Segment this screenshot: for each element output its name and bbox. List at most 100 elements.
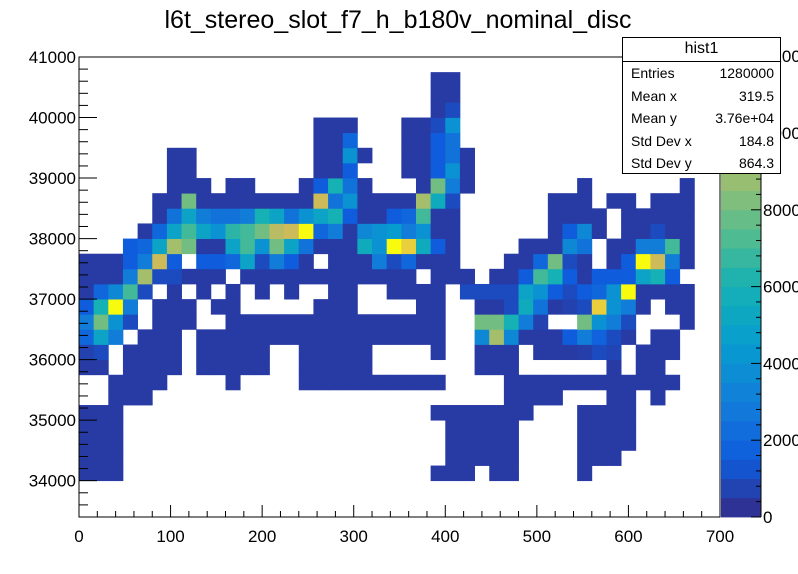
heatmap-cell — [635, 268, 651, 285]
heatmap-cell — [137, 223, 153, 239]
heatmap-cell — [210, 299, 226, 315]
heatmap-cell — [547, 374, 563, 391]
heatmap-cell — [225, 329, 241, 345]
heatmap-cell — [591, 405, 607, 421]
heatmap-cell — [474, 450, 490, 466]
y-tick-label: 37000 — [29, 290, 76, 309]
heatmap-cell — [108, 450, 124, 466]
heatmap-cell — [547, 223, 563, 239]
heatmap-cell — [181, 314, 197, 330]
heatmap-cell — [533, 344, 549, 361]
heatmap-cell — [621, 405, 637, 421]
heatmap-cell — [386, 223, 402, 239]
heatmap-cell — [372, 329, 388, 345]
heatmap-cell — [635, 299, 651, 315]
heatmap-cell — [562, 283, 578, 300]
heatmap-cell — [415, 253, 432, 270]
heatmap-cell — [108, 283, 124, 300]
heatmap-cell — [342, 223, 358, 239]
heatmap-cell — [93, 359, 109, 376]
x-tick-label: 600 — [614, 527, 642, 546]
heatmap-cell — [562, 208, 578, 224]
heatmap-cell — [181, 208, 197, 224]
heatmap-cell — [152, 268, 168, 285]
heatmap-cell — [225, 283, 241, 300]
heatmap-cell — [679, 299, 695, 315]
heatmap-cell — [196, 344, 212, 361]
heatmap-cell — [591, 374, 607, 391]
heatmap-cell — [489, 435, 505, 451]
heatmap-cell — [313, 344, 329, 361]
heatmap-cell — [415, 132, 432, 149]
heatmap-cell — [122, 238, 138, 255]
heatmap-cell — [152, 314, 168, 330]
heatmap-cell — [284, 253, 300, 270]
heatmap-cell — [415, 208, 432, 224]
heatmap-cell — [166, 344, 182, 361]
heatmap-cell — [503, 465, 519, 482]
heatmap-cell — [152, 299, 168, 315]
heatmap-cell — [240, 178, 256, 194]
heatmap-cell — [225, 314, 241, 330]
heatmap-cell — [152, 374, 168, 391]
heatmap-cell — [225, 299, 241, 315]
heatmap-cell — [225, 208, 241, 224]
heatmap-cell — [533, 374, 549, 391]
heatmap-cell — [606, 420, 622, 436]
y-tick-label: 39000 — [29, 169, 76, 188]
heatmap-cell — [328, 132, 344, 149]
heatmap-cell — [210, 268, 226, 285]
heatmap-cell — [108, 329, 124, 345]
heatmap-cell — [445, 405, 461, 421]
heatmap-cell — [503, 283, 519, 300]
heatmap-cell — [284, 238, 300, 255]
heatmap-cell — [122, 299, 138, 315]
heatmap-cell — [357, 329, 373, 345]
heatmap-cell — [415, 117, 432, 134]
heatmap-cell — [313, 238, 329, 255]
heatmap-cell — [621, 420, 637, 436]
heatmap-cell — [79, 344, 95, 361]
heatmap-cell — [533, 299, 549, 315]
heatmap-cell — [196, 193, 212, 209]
heatmap-cell — [210, 359, 226, 376]
heatmap-cell — [621, 389, 637, 406]
heatmap-cell — [357, 253, 373, 270]
heatmap-cell — [650, 374, 666, 391]
heatmap-cell — [357, 208, 373, 224]
heatmap-cell — [430, 147, 446, 164]
heatmap-cell — [196, 253, 212, 270]
heatmap-cell — [298, 193, 314, 209]
heatmap-cell — [328, 178, 344, 194]
heatmap-cell — [93, 344, 109, 361]
palette-band — [721, 382, 761, 403]
heatmap-cell — [328, 147, 344, 164]
heatmap-cell — [240, 359, 256, 376]
heatmap-cell — [269, 208, 285, 224]
heatmap-cell — [401, 147, 417, 164]
heatmap-cell — [474, 359, 490, 376]
heatmap-cell — [269, 314, 285, 330]
heatmap-cell — [547, 344, 563, 361]
heatmap-cell — [240, 268, 256, 285]
heatmap-cell — [210, 238, 226, 255]
heatmap-cell — [93, 329, 109, 345]
heatmap-cell — [298, 178, 314, 194]
heatmap-cell — [225, 253, 241, 270]
heatmap-cell — [357, 223, 373, 239]
heatmap-cell — [225, 238, 241, 255]
heatmap-cell — [166, 178, 182, 194]
heatmap-cell — [386, 238, 402, 255]
heatmap-cell — [679, 208, 695, 224]
heatmap-cell — [225, 193, 241, 209]
heatmap-cell — [415, 178, 432, 194]
heatmap-cell — [533, 389, 549, 406]
heatmap-cell — [415, 314, 432, 330]
heatmap-cell — [298, 344, 314, 361]
heatmap-cell — [313, 329, 329, 345]
heatmap-cell — [533, 268, 549, 285]
heatmap-cell — [152, 344, 168, 361]
heatmap-cell — [445, 223, 461, 239]
heatmap-cell — [328, 162, 344, 179]
heatmap-cell — [342, 299, 358, 315]
